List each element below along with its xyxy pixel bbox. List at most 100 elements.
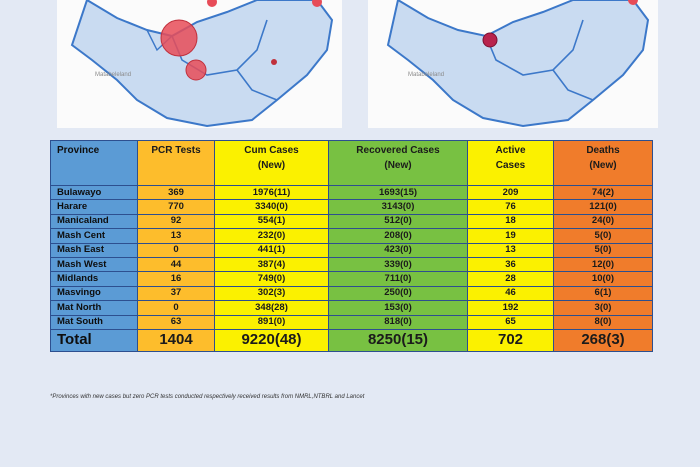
table-total-row: Total 1404 9220(48) 8250(15) 702 268(3)	[50, 328, 653, 352]
cum-cases-cell: 1976(11)	[214, 184, 329, 201]
deaths-cell: 121(0)	[553, 199, 653, 215]
active-cases-cell: 46	[467, 285, 554, 302]
recovered-cases-cell: 1693(15)	[328, 184, 468, 201]
deaths-cell: 3(0)	[553, 300, 653, 316]
province-cell: Manicaland	[50, 213, 138, 230]
header-pcr-tests: PCR Tests	[137, 140, 215, 186]
recovered-cases-cell: 153(0)	[328, 300, 468, 316]
case-bubble-large	[160, 19, 198, 57]
active-cases-cell: 18	[467, 213, 554, 230]
country-outline-right	[386, 0, 650, 128]
total-active: 702	[467, 328, 554, 352]
header-active-cases: Active Cases	[467, 140, 554, 186]
active-cases-cell: 13	[467, 242, 554, 258]
map-right-panel: Matabeleland	[368, 0, 658, 128]
cum-cases-cell: 441(1)	[214, 242, 329, 258]
total-recovered: 8250(15)	[328, 328, 468, 352]
cum-cases-cell: 387(4)	[214, 256, 329, 273]
province-cell: Mash West	[50, 256, 138, 273]
table-row: Mat South 63 891(0) 818(0) 65 8(0)	[50, 314, 653, 330]
map-left-panel: Matabeleland	[57, 0, 342, 128]
map-place-label: Matabeleland	[95, 72, 132, 78]
pcr-tests-cell: 0	[137, 300, 215, 316]
deaths-cell: 5(0)	[553, 242, 653, 258]
pcr-tests-cell: 13	[137, 228, 215, 244]
case-marker-corner	[628, 0, 638, 5]
deaths-cell: 12(0)	[553, 256, 653, 273]
recovered-cases-cell: 3143(0)	[328, 199, 468, 215]
cum-cases-cell: 554(1)	[214, 213, 329, 230]
table-header-row: Province PCR Tests Cum Cases (New) Recove…	[50, 140, 653, 186]
deaths-cell: 5(0)	[553, 228, 653, 244]
cum-cases-cell: 891(0)	[214, 314, 329, 330]
header-recovered-cases: Recovered Cases (New)	[328, 140, 468, 186]
case-bubble-corner	[312, 0, 322, 7]
table-row: Mash East 0 441(1) 423(0) 13 5(0)	[50, 242, 653, 258]
header-deaths: Deaths (New)	[553, 140, 653, 186]
deaths-cell: 74(2)	[553, 184, 653, 201]
active-cases-cell: 28	[467, 271, 554, 287]
active-cases-cell: 76	[467, 199, 554, 215]
recovered-cases-cell: 711(0)	[328, 271, 468, 287]
deaths-cell: 24(0)	[553, 213, 653, 230]
table-row: Mash West 44 387(4) 339(0) 36 12(0)	[50, 256, 653, 273]
recovered-cases-cell: 208(0)	[328, 228, 468, 244]
map-place-label-right: Matabeleland	[408, 72, 445, 78]
case-marker	[482, 32, 498, 48]
cum-cases-cell: 232(0)	[214, 228, 329, 244]
table-row: Mash Cent 13 232(0) 208(0) 19 5(0)	[50, 228, 653, 244]
recovered-cases-cell: 818(0)	[328, 314, 468, 330]
recovered-cases-cell: 250(0)	[328, 285, 468, 302]
province-cell: Mat South	[50, 314, 138, 330]
province-cell: Mash East	[50, 242, 138, 258]
recovered-cases-cell: 423(0)	[328, 242, 468, 258]
recovered-cases-cell: 512(0)	[328, 213, 468, 230]
province-cell: Masvingo	[50, 285, 138, 302]
province-cell: Bulawayo	[50, 184, 138, 201]
cum-cases-cell: 749(0)	[214, 271, 329, 287]
cum-cases-cell: 302(3)	[214, 285, 329, 302]
table-footnote: *Provinces with new cases but zero PCR t…	[50, 394, 365, 400]
case-bubble-top	[207, 0, 217, 7]
province-cell: Harare	[50, 199, 138, 215]
pcr-tests-cell: 37	[137, 285, 215, 302]
header-province: Province	[50, 140, 138, 186]
cum-cases-cell: 3340(0)	[214, 199, 329, 215]
active-cases-cell: 209	[467, 184, 554, 201]
pcr-tests-cell: 16	[137, 271, 215, 287]
pcr-tests-cell: 770	[137, 199, 215, 215]
table-row: Midlands 16 749(0) 711(0) 28 10(0)	[50, 271, 653, 287]
case-bubble-medium	[185, 59, 207, 81]
recovered-cases-cell: 339(0)	[328, 256, 468, 273]
table-row: Harare 770 3340(0) 3143(0) 76 121(0)	[50, 199, 653, 215]
deaths-cell: 8(0)	[553, 314, 653, 330]
active-cases-cell: 65	[467, 314, 554, 330]
table-row: Mat North 0 348(28) 153(0) 192 3(0)	[50, 300, 653, 316]
table-row: Manicaland 92 554(1) 512(0) 18 24(0)	[50, 213, 653, 230]
case-bubble-small	[271, 59, 277, 65]
pcr-tests-cell: 0	[137, 242, 215, 258]
total-label: Total	[50, 328, 138, 352]
total-deaths: 268(3)	[553, 328, 653, 352]
active-cases-cell: 19	[467, 228, 554, 244]
zimbabwe-map-recoveries	[386, 0, 650, 128]
cum-cases-cell: 348(28)	[214, 300, 329, 316]
province-cell: Mash Cent	[50, 228, 138, 244]
deaths-cell: 6(1)	[553, 285, 653, 302]
total-pcr-tests: 1404	[137, 328, 215, 352]
active-cases-cell: 36	[467, 256, 554, 273]
table-row: Bulawayo 369 1976(11) 1693(15) 209 74(2)	[50, 184, 653, 201]
deaths-cell: 10(0)	[553, 271, 653, 287]
header-cum-cases: Cum Cases (New)	[214, 140, 329, 186]
province-cell: Mat North	[50, 300, 138, 316]
province-cell: Midlands	[50, 271, 138, 287]
total-cum-cases: 9220(48)	[214, 328, 329, 352]
pcr-tests-cell: 63	[137, 314, 215, 330]
active-cases-cell: 192	[467, 300, 554, 316]
pcr-tests-cell: 44	[137, 256, 215, 273]
table-row: Masvingo 37 302(3) 250(0) 46 6(1)	[50, 285, 653, 302]
pcr-tests-cell: 369	[137, 184, 215, 201]
pcr-tests-cell: 92	[137, 213, 215, 230]
covid-stats-table: Province PCR Tests Cum Cases (New) Recove…	[50, 140, 653, 352]
zimbabwe-map-cases	[70, 0, 334, 128]
